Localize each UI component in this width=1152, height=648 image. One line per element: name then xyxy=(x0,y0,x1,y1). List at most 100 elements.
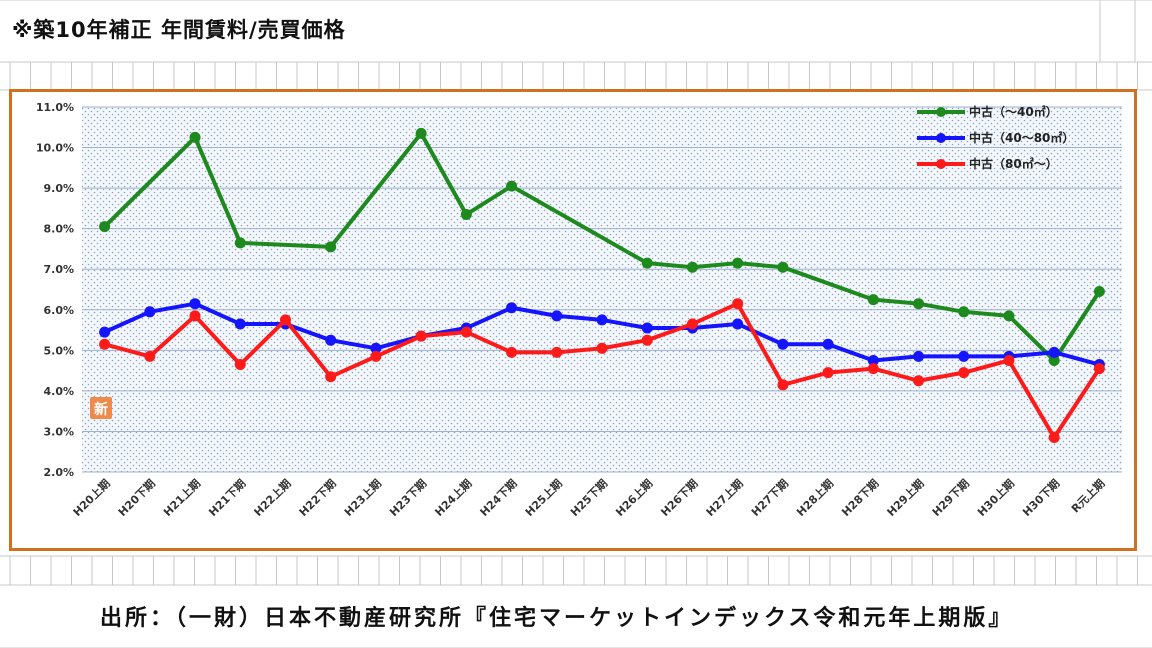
x-tick-label: H20下期 xyxy=(115,476,158,519)
legend: 中古（～40㎡） 中古（40～80㎡） 中古（80㎡～） xyxy=(917,104,1074,171)
data-point xyxy=(506,180,518,192)
x-tick-label: H23下期 xyxy=(386,476,429,519)
x-tick-label: H21上期 xyxy=(160,476,203,519)
data-point xyxy=(867,363,879,375)
data-point xyxy=(370,342,382,354)
line-chart: 11.0% 10.0% 9.0% 8.0% 7.0% 6.0% 5.0% 4.0% 3.0% 2.… xyxy=(36,101,1122,519)
data-point xyxy=(144,350,156,362)
data-point xyxy=(822,367,834,379)
legend-swatch-marker xyxy=(936,159,946,169)
x-tick-label: H29上期 xyxy=(884,476,927,519)
y-tick-label: 7.0% xyxy=(43,263,74,276)
plot-area xyxy=(82,107,1122,472)
legend-label: 中古（～40㎡） xyxy=(969,104,1058,119)
page-title: ※築10年補正 年間賃料/売買価格 xyxy=(12,18,346,42)
x-tick-label: H22下期 xyxy=(296,476,339,519)
data-point xyxy=(777,261,789,273)
data-point xyxy=(189,131,201,143)
x-tick-label: H29下期 xyxy=(929,476,972,519)
chart-frame: 11.0% 10.0% 9.0% 8.0% 7.0% 6.0% 5.0% 4.0% 3.0% 2.… xyxy=(9,89,1137,551)
data-point xyxy=(99,221,111,233)
data-point xyxy=(1048,346,1060,358)
legend-swatch-marker xyxy=(936,107,946,117)
new-badge xyxy=(90,397,112,419)
x-tick-label: H25下期 xyxy=(567,476,610,519)
data-point xyxy=(234,318,246,330)
data-point xyxy=(99,326,111,338)
data-point xyxy=(144,306,156,318)
data-point xyxy=(777,379,789,391)
data-point xyxy=(958,306,970,318)
x-tick-label: H26上期 xyxy=(613,476,656,519)
x-tick-label: H30上期 xyxy=(974,476,1017,519)
y-tick-label: 4.0% xyxy=(43,385,74,398)
data-point xyxy=(279,314,291,326)
x-tick-label: H27下期 xyxy=(748,476,791,519)
data-point xyxy=(551,346,563,358)
y-tick-label: 11.0% xyxy=(36,101,74,114)
legend-label: 中古（40～80㎡） xyxy=(969,130,1074,145)
legend-swatch-marker xyxy=(936,133,946,143)
data-point xyxy=(867,354,879,366)
data-point xyxy=(1003,310,1015,322)
data-point xyxy=(596,314,608,326)
x-tick-label: H22上期 xyxy=(251,476,294,519)
data-point xyxy=(460,208,472,220)
data-point xyxy=(822,338,834,350)
data-point xyxy=(732,298,744,310)
data-point xyxy=(732,257,744,269)
data-point xyxy=(325,334,337,346)
source-note: 出所：（一財）日本不動産研究所『住宅マーケットインデックス令和元年上期版』 xyxy=(100,606,1014,631)
data-point xyxy=(99,338,111,350)
data-point xyxy=(777,338,789,350)
x-tick-label: H28上期 xyxy=(793,476,836,519)
y-tick-label: 10.0% xyxy=(36,142,74,155)
data-point xyxy=(234,359,246,371)
data-point xyxy=(506,302,518,314)
data-point xyxy=(913,298,925,310)
data-point xyxy=(551,310,563,322)
data-point xyxy=(1048,354,1060,366)
data-point xyxy=(732,318,744,330)
x-tick-label: H21下期 xyxy=(206,476,249,519)
data-point xyxy=(641,257,653,269)
series-3 xyxy=(99,298,1105,444)
x-tick-label: H25上期 xyxy=(522,476,565,519)
y-tick-label: 5.0% xyxy=(43,344,74,357)
data-point xyxy=(641,322,653,334)
y-tick-label: 9.0% xyxy=(43,182,74,195)
new-badge-label: 新 xyxy=(94,401,108,418)
data-point xyxy=(913,375,925,387)
data-point xyxy=(1093,363,1105,375)
data-point xyxy=(370,350,382,362)
y-tick-label: 2.0% xyxy=(43,466,74,479)
x-tick-label: H27上期 xyxy=(703,476,746,519)
data-point xyxy=(867,294,879,306)
legend-label: 中古（80㎡～） xyxy=(969,156,1058,171)
x-tick-label: H24下期 xyxy=(477,476,520,519)
x-tick-label: H24上期 xyxy=(432,476,475,519)
data-point xyxy=(460,326,472,338)
x-tick-label: H23上期 xyxy=(341,476,384,519)
data-point xyxy=(415,127,427,139)
y-tick-label: 6.0% xyxy=(43,304,74,317)
data-point xyxy=(686,318,698,330)
data-point xyxy=(913,350,925,362)
data-point xyxy=(189,298,201,310)
data-point xyxy=(189,310,201,322)
data-point xyxy=(1093,286,1105,298)
data-point xyxy=(415,330,427,342)
y-tick-label: 8.0% xyxy=(43,223,74,236)
data-point xyxy=(1003,354,1015,366)
x-tick-label: H28下期 xyxy=(839,476,882,519)
data-point xyxy=(506,346,518,358)
series-1 xyxy=(99,127,1105,366)
data-point xyxy=(234,237,246,249)
data-point xyxy=(325,241,337,253)
x-tick-label: H26下期 xyxy=(658,476,701,519)
y-tick-label: 3.0% xyxy=(43,425,74,438)
x-tick-label: H30下期 xyxy=(1020,476,1063,519)
x-tick-label: R元上期 xyxy=(1068,476,1107,515)
data-point xyxy=(596,342,608,354)
data-point xyxy=(1048,432,1060,444)
